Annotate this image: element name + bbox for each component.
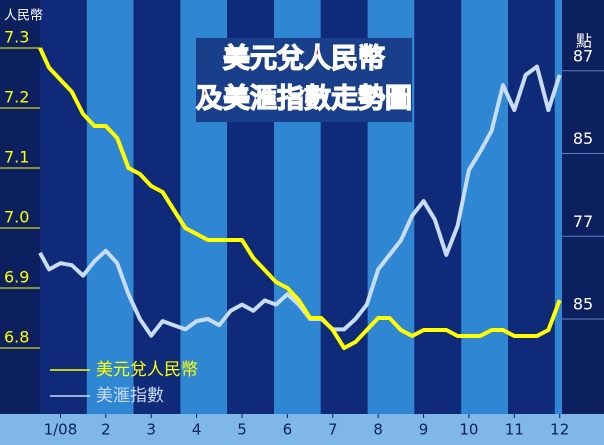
x-tick-label: 9 bbox=[419, 421, 429, 439]
x-tick-label: 12 bbox=[550, 421, 569, 439]
y-tick-label: 7.0 bbox=[4, 208, 29, 227]
x-tick-label: 5 bbox=[237, 421, 247, 439]
stripe bbox=[554, 0, 562, 414]
series-line bbox=[38, 64, 562, 338]
legend-label: 美元兌人民幣 bbox=[96, 360, 198, 380]
y-tick-label: 6.8 bbox=[4, 328, 29, 347]
x-tick-label: 8 bbox=[373, 421, 383, 439]
stripe bbox=[86, 0, 134, 414]
y-tick-label: 7.1 bbox=[4, 148, 29, 167]
x-tick-label: 7 bbox=[328, 421, 338, 439]
legend-label: 美滙指數 bbox=[96, 386, 164, 406]
y-axis-label: 人民幣 bbox=[4, 9, 43, 24]
x-tick-label: 10 bbox=[459, 421, 478, 439]
y2-tick-label: 87 bbox=[573, 46, 593, 65]
x-tick-label: 2 bbox=[101, 421, 111, 439]
y2-axis-label: 點 bbox=[576, 32, 592, 51]
series-line bbox=[38, 47, 562, 350]
x-tick-label: 4 bbox=[192, 421, 202, 439]
x-axis-band bbox=[0, 414, 604, 445]
x-tick-label: 3 bbox=[146, 421, 156, 439]
y-tick-label: 6.9 bbox=[4, 268, 29, 287]
x-tick-label: 6 bbox=[283, 421, 293, 439]
title-box bbox=[196, 38, 412, 122]
y-tick-label: 7.3 bbox=[4, 28, 29, 47]
x-tick-label: 1/08 bbox=[44, 421, 78, 439]
y2-tick-label: 85 bbox=[573, 129, 593, 148]
y2-tick-label: 85 bbox=[573, 295, 593, 314]
stripe bbox=[414, 0, 462, 414]
x-tick-label: 11 bbox=[505, 421, 524, 439]
y2-tick-label: 77 bbox=[573, 212, 593, 231]
stripe bbox=[508, 0, 555, 414]
chart-title: 及美滙指數走勢圖 bbox=[196, 83, 412, 115]
chart-title: 美元兌人民幣 bbox=[223, 43, 385, 75]
y-tick-label: 7.2 bbox=[4, 88, 29, 107]
stripe bbox=[461, 0, 508, 414]
